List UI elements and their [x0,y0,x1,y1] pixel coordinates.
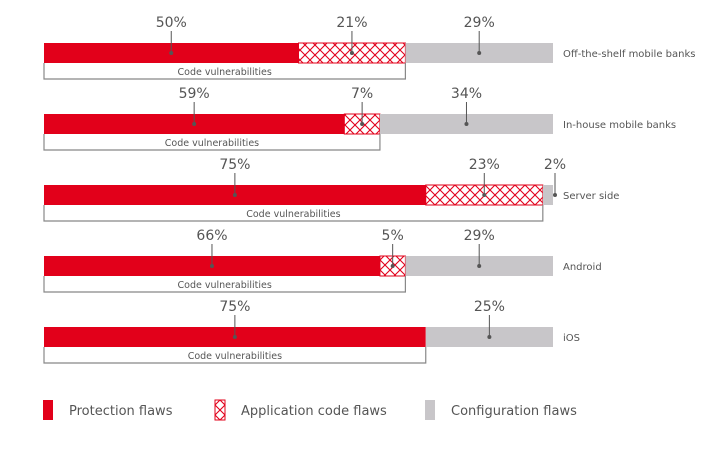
leader-dot [169,51,174,55]
bar-row: Code vulnerabilities 75% 23% 2% Server side [43,157,619,222]
value-label: 2% [544,157,566,173]
leader-dot [482,193,487,197]
bar-row: Code vulnerabilities 50% 21% 29% Off-the-she… [43,15,695,80]
leader-dot [360,122,365,126]
code-vulnerabilities-bracket [43,276,406,293]
category-label: Off-the-shelf mobile banks [563,49,695,60]
legend-label: Protection flaws [69,404,173,419]
bar-row: Code vulnerabilities 66% 5% 29% Android [43,228,602,293]
bracket-label: Code vulnerabilities [178,67,272,78]
leader-dot [232,335,237,339]
value-label: 59% [179,86,210,102]
leader-dot [464,122,469,126]
bar-row: Code vulnerabilities 59% 7% 34% In-house mob… [43,86,676,151]
value-label: 23% [469,157,500,173]
legend: Protection flaws Application code flaws Co… [43,399,577,421]
bracket-label: Code vulnerabilities [165,138,259,149]
category-label: Android [563,262,602,273]
bracket-label: Code vulnerabilities [188,351,282,362]
legend-item: Protection flaws [43,400,173,420]
leader-dot [232,193,237,197]
value-label: 25% [474,299,505,315]
value-label: 75% [219,299,250,315]
bar-row: Code vulnerabilities 75% 25% iOS [43,299,580,364]
category-label: iOS [563,333,580,344]
legend-swatch [425,400,435,420]
value-label: 5% [382,228,404,244]
leader-dot [553,193,557,197]
leader-dot [209,264,214,268]
bracket-label: Code vulnerabilities [246,209,340,220]
value-label: 50% [156,15,187,31]
category-label: In-house mobile banks [563,120,676,131]
legend-item: Configuration flaws [425,400,577,420]
bar-segment-configuration-flaws [542,185,553,205]
category-label: Server side [563,191,619,202]
legend-label: Application code flaws [241,404,387,419]
leader-dot [477,51,482,55]
legend-label: Configuration flaws [451,404,577,419]
leader-dot [349,51,354,55]
bracket-label: Code vulnerabilities [178,280,272,291]
legend-swatch [43,400,53,420]
leader-dot [192,122,197,126]
value-label: 21% [336,15,367,31]
value-label: 29% [464,15,495,31]
leader-dot [477,264,482,268]
legend-item: Application code flaws [214,399,387,421]
code-vulnerabilities-bracket [43,347,427,364]
value-label: 75% [219,157,250,173]
value-label: 34% [451,86,482,102]
code-vulnerabilities-bracket [43,63,406,80]
code-vulnerabilities-bracket [43,205,544,222]
leader-dot [390,264,395,268]
value-label: 7% [351,86,373,102]
code-vulnerabilities-bracket [43,134,381,151]
value-label: 66% [196,228,227,244]
value-label: 29% [464,228,495,244]
legend-swatch [214,399,226,421]
leader-dot [487,335,492,339]
